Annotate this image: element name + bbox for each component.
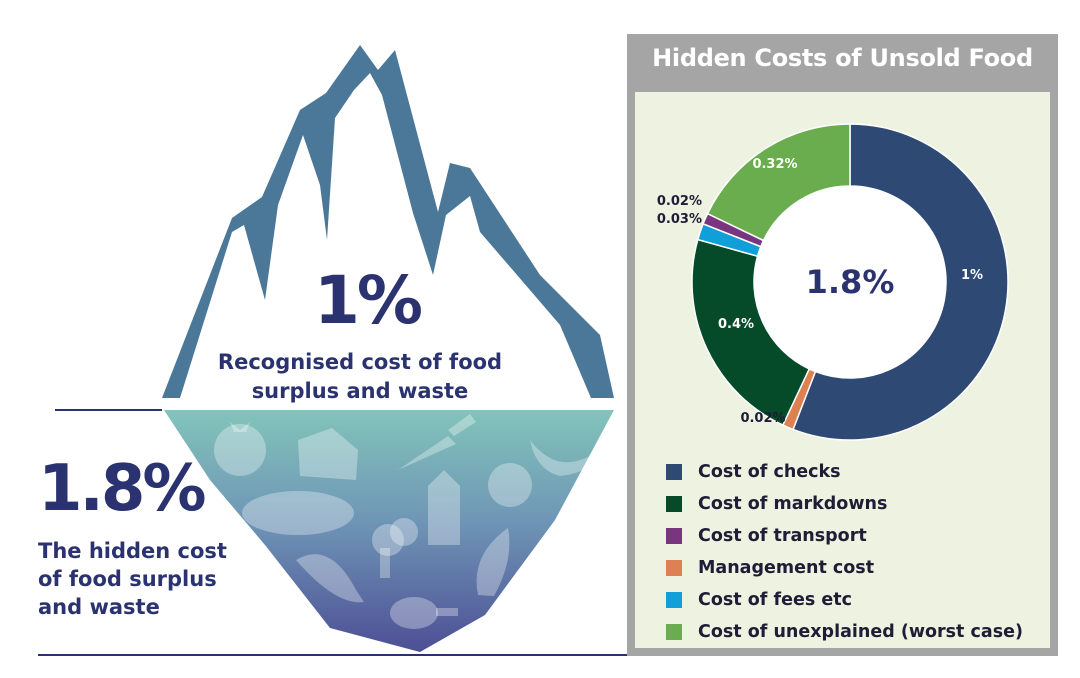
- hidden-cost-label-line: and waste: [38, 595, 160, 619]
- chicken-leg-icon: [390, 597, 458, 629]
- recognised-cost-label-line: Recognised cost of food: [217, 350, 503, 374]
- hidden-cost-label-line: of food surplus: [38, 567, 217, 591]
- donut-chart: 1% 0.02% 0.4% 0.03% 0.02% 0.32% 1.8%: [657, 123, 1009, 441]
- slice-label: 0.4%: [718, 317, 754, 332]
- legend-swatch: [666, 496, 682, 512]
- chart-panel-body: 1% 0.02% 0.4% 0.03% 0.02% 0.32% 1.8% Cost of c…: [635, 92, 1050, 648]
- legend-item: Cost of transport: [666, 520, 1023, 552]
- hidden-cost-label: The hidden cost of food surplus and wast…: [38, 537, 248, 621]
- donut-hole: [754, 186, 946, 378]
- legend-item: Cost of markdowns: [666, 488, 1023, 520]
- legend-label: Cost of checks: [698, 462, 841, 482]
- legend-swatch: [666, 624, 682, 640]
- chart-legend: Cost of checks Cost of markdowns Cost of…: [666, 456, 1023, 648]
- donut-center-label: 1.8%: [806, 263, 895, 301]
- iceberg-underwater: [164, 410, 614, 652]
- legend-item: Cost of unexplained (worst case): [666, 616, 1023, 648]
- slice-label: 0.32%: [752, 157, 797, 172]
- legend-label: Cost of markdowns: [698, 494, 888, 514]
- milk-carton-icon: [428, 470, 460, 545]
- recognised-cost-label: Recognised cost of food surplus and wast…: [210, 348, 510, 406]
- legend-label: Cost of fees etc: [698, 590, 852, 610]
- legend-item: Cost of checks: [666, 456, 1023, 488]
- chart-panel: Hidden Costs of Unsold Food 1% 0.02% 0.4% 0…: [627, 34, 1058, 656]
- tomato-icon: [214, 422, 266, 476]
- legend-swatch: [666, 528, 682, 544]
- chart-title: Hidden Costs of Unsold Food: [652, 44, 1033, 72]
- legend-label: Management cost: [698, 558, 875, 578]
- fish-icon: [296, 554, 364, 603]
- carrot-icon: [398, 414, 476, 470]
- iceberg-mountain: [162, 45, 614, 398]
- slice-label: 0.02%: [657, 194, 702, 209]
- legend-item: Management cost: [666, 552, 1023, 584]
- legend-item: Cost of fees etc: [666, 584, 1023, 616]
- broccoli-icon: [372, 518, 418, 578]
- recognised-cost-value: 1%: [314, 262, 423, 339]
- legend-label: Cost of unexplained (worst case): [698, 622, 1023, 642]
- legend-swatch: [666, 592, 682, 608]
- slice-label: 0.03%: [657, 212, 702, 227]
- recognised-cost-label-line: surplus and waste: [251, 379, 469, 403]
- hidden-cost-value: 1.8%: [38, 452, 206, 526]
- fish-icon: [476, 528, 510, 596]
- legend-swatch: [666, 464, 682, 480]
- apple-icon: [488, 463, 532, 507]
- legend-label: Cost of transport: [698, 526, 867, 546]
- slice-label: 0.02%: [740, 411, 785, 426]
- bananas-icon: [530, 440, 602, 476]
- bread-icon: [242, 491, 354, 535]
- cheese-icon: [298, 428, 358, 480]
- slice-label: 1%: [961, 268, 983, 283]
- food-icons: [214, 414, 602, 629]
- hidden-cost-label-line: The hidden cost: [38, 539, 227, 563]
- legend-swatch: [666, 560, 682, 576]
